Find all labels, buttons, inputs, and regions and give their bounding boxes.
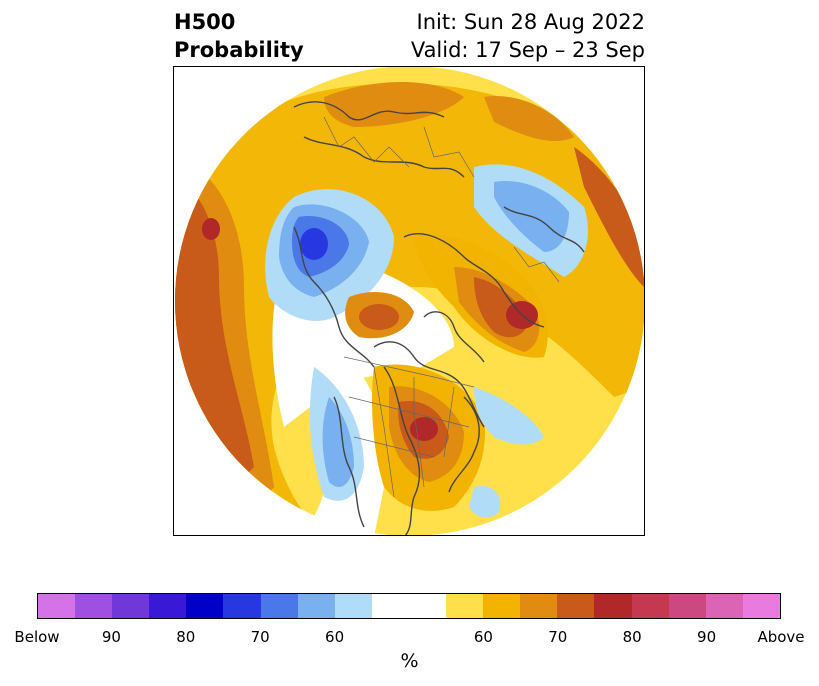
colorbar-segment xyxy=(223,594,261,618)
borders xyxy=(323,116,560,498)
title-left: H500 Probability xyxy=(174,8,304,64)
colorbar-segment xyxy=(483,594,521,618)
map-svg xyxy=(175,67,644,535)
colorbar xyxy=(37,593,781,619)
colorbar-segment xyxy=(334,594,372,618)
colorbar-segment xyxy=(149,594,187,618)
colorbar-segment xyxy=(742,594,780,618)
colorbar-segment xyxy=(38,594,76,618)
colorbar-segment xyxy=(668,594,706,618)
title-probability: Probability xyxy=(174,38,304,62)
colorbar-segment xyxy=(408,594,447,618)
init-date: Init: Sun 28 Aug 2022 xyxy=(416,10,645,34)
colorbar-segment xyxy=(594,594,632,618)
colorbar-segment xyxy=(631,594,669,618)
valid-range: Valid: 17 Sep – 23 Sep xyxy=(410,38,645,62)
colorbar-segment xyxy=(260,594,298,618)
colorbar-segment xyxy=(297,594,335,618)
colorbar-tick-label: 90 xyxy=(101,628,121,646)
probability-field xyxy=(175,67,644,535)
title-right: Init: Sun 28 Aug 2022 Valid: 17 Sep – 23… xyxy=(411,8,645,64)
coastlines xyxy=(293,101,585,535)
colorbar-unit: % xyxy=(400,650,419,672)
colorbar-tick-label: 70 xyxy=(250,628,270,646)
polar-map xyxy=(173,66,645,536)
colorbar-segment xyxy=(371,594,409,618)
colorbar-tick-label: 80 xyxy=(176,628,196,646)
colorbar-segment xyxy=(446,594,484,618)
colorbar-ticks: Below 90 80 70 60 60 70 80 90 Above xyxy=(0,628,819,648)
colorbar-tick-label: 70 xyxy=(548,628,568,646)
colorbar-tick-label: 90 xyxy=(697,628,717,646)
colorbar-segment xyxy=(520,594,558,618)
colorbar-tick-label: Below xyxy=(14,628,60,646)
title-h500: H500 xyxy=(174,10,236,34)
colorbar-tick-label: 80 xyxy=(622,628,642,646)
colorbar-segment xyxy=(557,594,595,618)
colorbar-tick-label: 60 xyxy=(325,628,345,646)
colorbar-segment xyxy=(705,594,743,618)
colorbar-tick-label: 60 xyxy=(473,628,493,646)
colorbar-segment xyxy=(75,594,113,618)
colorbar-segment xyxy=(112,594,150,618)
colorbar-tick-label: Above xyxy=(757,628,805,646)
colorbar-segment xyxy=(186,594,224,618)
